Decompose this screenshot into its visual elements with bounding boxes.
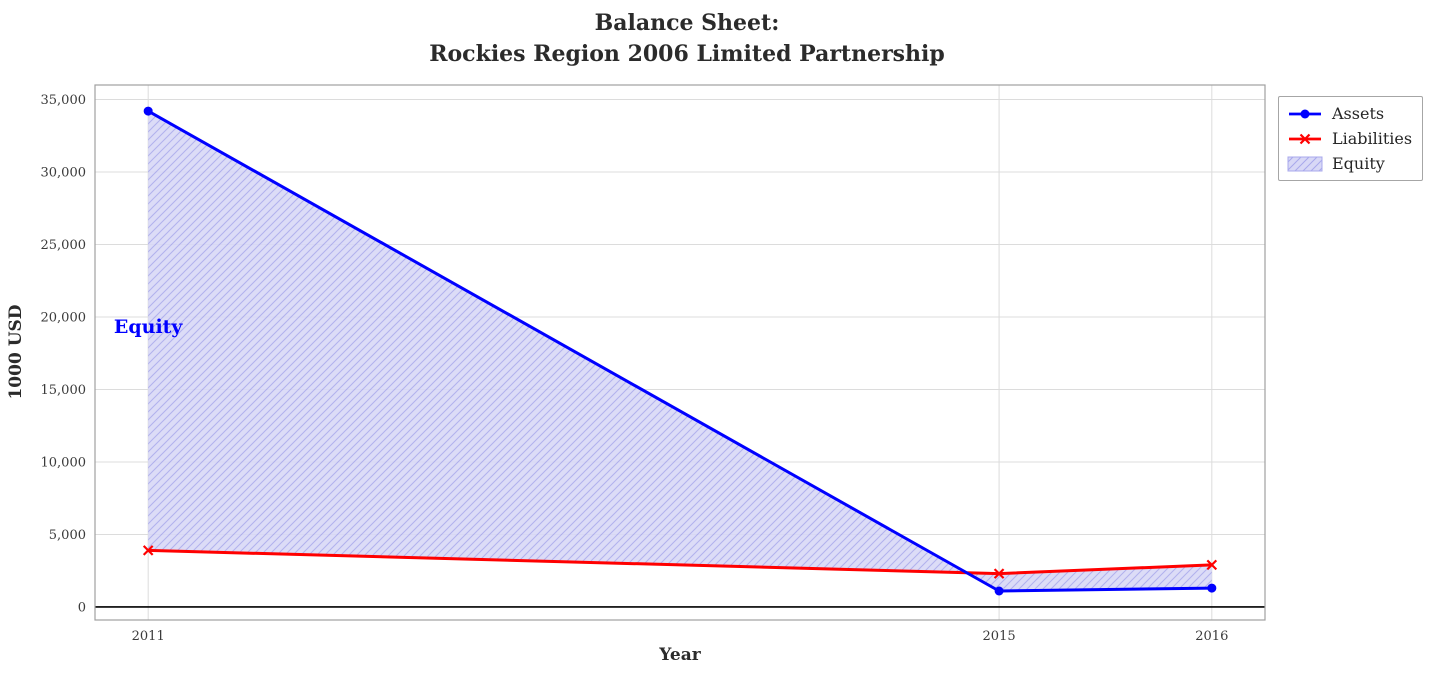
- legend-item-assets: Assets: [1287, 104, 1412, 123]
- legend-equity-swatch-icon: [1287, 156, 1323, 171]
- chart-title-line2: Rockies Region 2006 Limited Partnership: [429, 41, 945, 67]
- legend-item-liabilities: Liabilities: [1287, 129, 1412, 148]
- legend-assets-swatch-icon: [1289, 109, 1321, 118]
- y-tick-label: 10,000: [41, 455, 87, 470]
- equity-annotation: Equity: [114, 316, 184, 338]
- y-tick-label: 30,000: [41, 165, 87, 180]
- x-tick-label: 2015: [983, 629, 1016, 644]
- legend-liabilities-label: Liabilities: [1332, 129, 1413, 148]
- y-tick-label: 25,000: [41, 238, 87, 253]
- x-tick-label: 2011: [132, 629, 165, 644]
- y-tick-label: 15,000: [41, 383, 87, 398]
- y-tick-label: 35,000: [41, 93, 87, 108]
- legend-assets-label: Assets: [1332, 104, 1385, 123]
- x-tick-label: 2016: [1195, 629, 1228, 644]
- legend: Assets Liabilities Equity: [1278, 96, 1424, 181]
- legend-equity-label: Equity: [1332, 154, 1385, 173]
- legend-item-equity: Equity: [1287, 154, 1412, 173]
- y-tick-label: 20,000: [41, 310, 87, 325]
- legend-liabilities-swatch-icon: [1289, 133, 1321, 144]
- chart-title: Balance Sheet: Rockies Region 2006 Limit…: [0, 8, 1374, 70]
- y-tick-label: 5,000: [49, 528, 86, 543]
- y-tick-label: 0: [78, 600, 86, 615]
- chart-title-line1: Balance Sheet:: [594, 10, 780, 36]
- x-axis-label: Year: [659, 645, 701, 665]
